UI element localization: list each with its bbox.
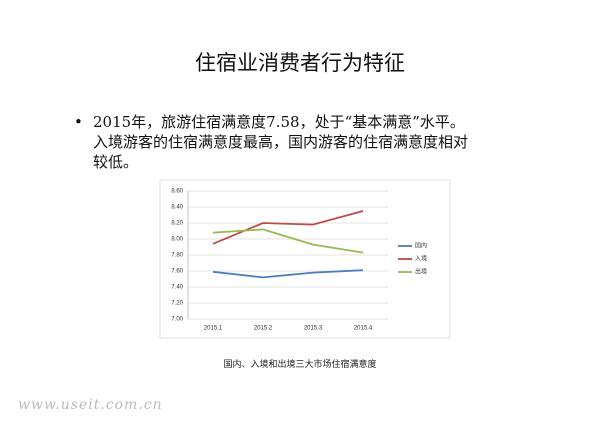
series-line xyxy=(212,210,364,245)
y-tick-label: 8.20 xyxy=(171,221,183,227)
series-line xyxy=(212,228,364,254)
y-tick-label: 8.40 xyxy=(171,205,183,211)
x-tick-label: 2015.3 xyxy=(304,326,323,332)
watermark: www.useit.com.cn xyxy=(18,397,163,413)
y-tick-label: 8.00 xyxy=(171,237,183,243)
slide-title: 住宿业消费者行为特征 xyxy=(195,51,405,75)
y-tick-label: 7.80 xyxy=(171,253,183,259)
legend-label: 出境 xyxy=(415,268,427,276)
series-line xyxy=(212,269,364,279)
y-tick-label: 7.00 xyxy=(171,317,183,323)
y-tick-label: 8.60 xyxy=(171,189,183,195)
legend-label: 入境 xyxy=(415,255,427,263)
bullet-line: 2015年，旅游住宿满意度7.58，处于“基本满意”水平。 xyxy=(93,113,465,131)
y-tick-label: 7.20 xyxy=(171,301,183,307)
y-tick-label: 7.60 xyxy=(171,269,183,275)
chart-frame xyxy=(159,179,451,339)
bullet-line: 较低。 xyxy=(93,153,138,171)
caption: 国内、入境和出境三大市场住宿满意度 xyxy=(223,358,376,370)
x-tick-label: 2015.2 xyxy=(254,326,273,332)
legend-label: 国内 xyxy=(415,242,427,250)
bullet-line: 入境游客的住宿满意度最高，国内游客的住宿满意度相对 xyxy=(93,133,468,151)
bullet: • xyxy=(74,113,83,131)
x-tick-label: 2015.1 xyxy=(204,326,223,332)
x-tick-label: 2015.4 xyxy=(354,326,373,332)
y-tick-label: 7.40 xyxy=(171,285,183,291)
